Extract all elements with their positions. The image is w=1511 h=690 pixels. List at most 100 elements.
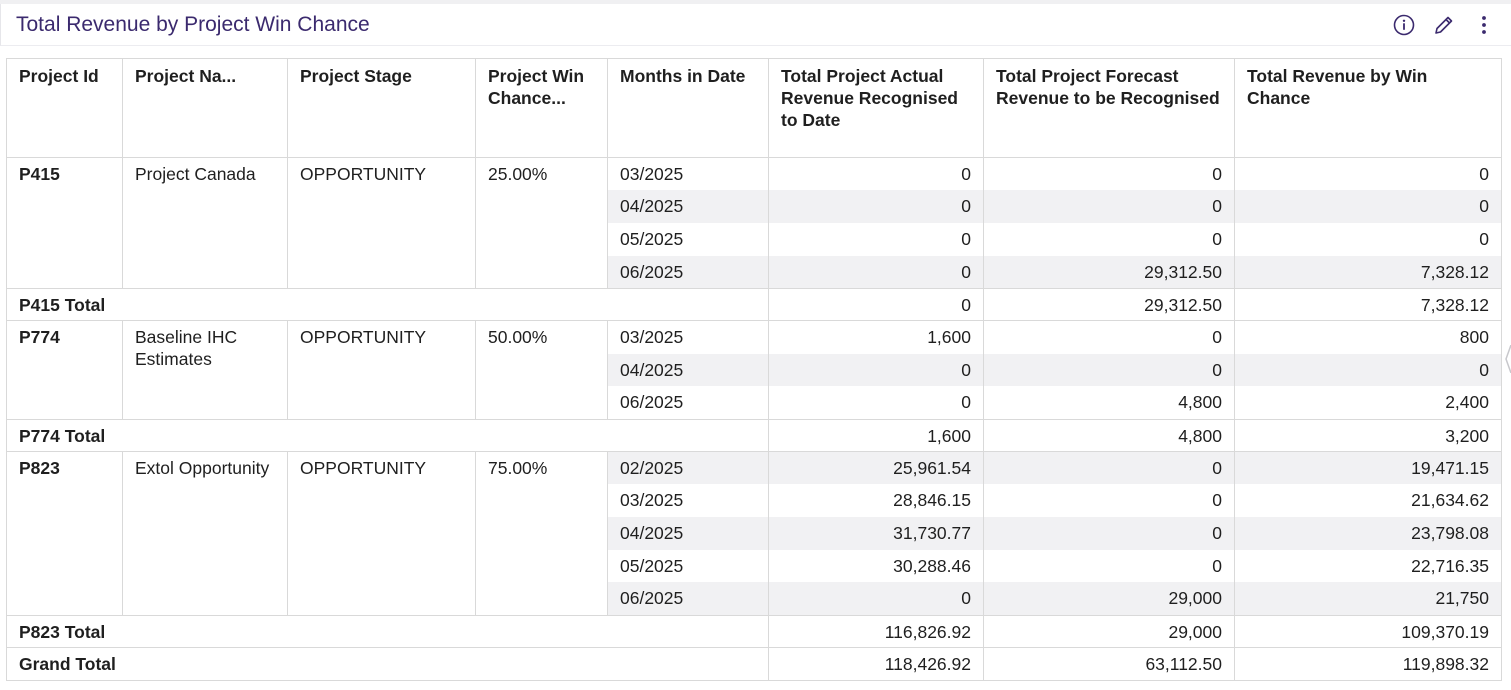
project-stage-cell: OPPORTUNITY: [287, 157, 476, 289]
edit-pencil-icon[interactable]: [1431, 12, 1457, 38]
col-header-project-stage[interactable]: Project Stage: [287, 58, 476, 158]
table-row: P415 Project Canada OPPORTUNITY 25.00% 0…: [6, 157, 1502, 289]
forecast-cell: 0: [983, 222, 1235, 256]
project-stage-cell: OPPORTUNITY: [287, 320, 476, 420]
header-row: Project Id Project Na... Project Stage P…: [6, 58, 1502, 158]
table-row: 04/2025 0 0 0: [7, 190, 1502, 223]
win-revenue-cell: 21,634.62: [1234, 484, 1502, 518]
month-cell: 05/2025: [607, 549, 769, 583]
month-cell: 05/2025: [607, 222, 769, 256]
subtotal-actual: 0: [768, 287, 984, 322]
subtotal-actual: 116,826.92: [768, 614, 984, 649]
subtotal-actual: 1,600: [768, 418, 984, 453]
win-revenue-cell: 23,798.08: [1234, 517, 1502, 550]
month-cell: 03/2025: [607, 157, 769, 191]
actual-cell: 0: [768, 386, 984, 419]
subtotal-forecast: 29,312.50: [983, 287, 1235, 322]
project-id-cell: P774: [6, 320, 123, 420]
subtotal-label: P415 Total: [6, 287, 769, 322]
win-revenue-cell: 2,400: [1234, 386, 1502, 419]
actual-cell: 31,730.77: [768, 517, 984, 550]
project-stage-cell: OPPORTUNITY: [287, 451, 476, 616]
col-header-project-name[interactable]: Project Na...: [122, 58, 288, 158]
forecast-cell: 0: [983, 353, 1235, 387]
table-row: 06/2025 0 29,000 21,750: [7, 582, 1502, 616]
grand-total-win-revenue: 119,898.32: [1234, 647, 1502, 681]
win-chance-cell: 75.00%: [475, 451, 608, 616]
forecast-cell: 0: [983, 549, 1235, 583]
win-revenue-cell: 0: [1234, 353, 1502, 387]
top-border: [0, 0, 1511, 4]
col-header-months[interactable]: Months in Date: [607, 58, 769, 158]
win-revenue-cell: 21,750: [1234, 582, 1502, 616]
actual-cell: 30,288.46: [768, 549, 984, 583]
subtotal-label: P823 Total: [6, 614, 769, 649]
table-row: P774 Baseline IHC Estimates OPPORTUNITY …: [6, 320, 1502, 420]
actual-cell: 28,846.15: [768, 484, 984, 518]
win-revenue-cell: 22,716.35: [1234, 549, 1502, 583]
subtotal-row: P415 Total 0 29,312.50 7,328.12: [6, 287, 1502, 322]
col-header-win-revenue[interactable]: Total Revenue by Win Chance: [1234, 58, 1502, 158]
month-cell: 04/2025: [607, 353, 769, 387]
widget-header: Total Revenue by Project Win Chance: [0, 4, 1511, 46]
pivot-table: Project Id Project Na... Project Stage P…: [6, 58, 1502, 681]
col-header-forecast-revenue[interactable]: Total Project Forecast Revenue to be Rec…: [983, 58, 1235, 158]
actual-cell: 0: [768, 255, 984, 289]
header-actions: [1391, 12, 1497, 38]
project-id-cell: P415: [6, 157, 123, 289]
table-row: 05/2025 30,288.46 0 22,716.35: [7, 549, 1502, 583]
table-row: 05/2025 0 0 0: [7, 222, 1502, 256]
info-icon[interactable]: [1391, 12, 1417, 38]
col-header-actual-revenue[interactable]: Total Project Actual Revenue Recognised …: [768, 58, 984, 158]
grand-total-forecast: 63,112.50: [983, 647, 1235, 681]
month-cell: 06/2025: [607, 386, 769, 419]
actual-cell: 0: [768, 582, 984, 616]
win-revenue-cell: 0: [1234, 157, 1502, 191]
month-cell: 06/2025: [607, 582, 769, 616]
forecast-cell: 0: [983, 484, 1235, 518]
win-revenue-cell: 7,328.12: [1234, 255, 1502, 289]
win-revenue-cell: 0: [1234, 190, 1502, 223]
win-chance-cell: 50.00%: [475, 320, 608, 420]
subtotal-win-revenue: 109,370.19: [1234, 614, 1502, 649]
grand-total-actual: 118,426.92: [768, 647, 984, 681]
month-cell: 03/2025: [607, 320, 769, 354]
project-name-cell: Extol Opportunity: [122, 451, 288, 616]
grand-total-label: Grand Total: [6, 647, 769, 681]
month-cell: 03/2025: [607, 484, 769, 518]
subtotal-label: P774 Total: [6, 418, 769, 453]
actual-cell: 25,961.54: [768, 451, 984, 485]
month-cell: 04/2025: [607, 190, 769, 223]
project-name-cell: Baseline IHC Estimates: [122, 320, 288, 420]
forecast-cell: 4,800: [983, 386, 1235, 419]
col-header-win-chance[interactable]: Project Win Chance...: [475, 58, 608, 158]
month-cell: 04/2025: [607, 517, 769, 550]
forecast-cell: 0: [983, 451, 1235, 485]
actual-cell: 0: [768, 222, 984, 256]
forecast-cell: 0: [983, 190, 1235, 223]
project-id-cell: P823: [6, 451, 123, 616]
subtotal-forecast: 4,800: [983, 418, 1235, 453]
month-cell: 06/2025: [607, 255, 769, 289]
win-revenue-cell: 19,471.15: [1234, 451, 1502, 485]
table-row: 04/2025 0 0 0: [7, 353, 1502, 387]
win-revenue-cell: 0: [1234, 222, 1502, 256]
scroll-handle-icon[interactable]: [1505, 345, 1511, 373]
more-vertical-icon[interactable]: [1471, 12, 1497, 38]
actual-cell: 0: [768, 190, 984, 223]
table-row: 03/2025 28,846.15 0 21,634.62: [7, 484, 1502, 518]
col-header-project-id[interactable]: Project Id: [6, 58, 123, 158]
forecast-cell: 0: [983, 157, 1235, 191]
subtotal-row: P823 Total 116,826.92 29,000 109,370.19: [6, 614, 1502, 649]
table-row: 04/2025 31,730.77 0 23,798.08: [7, 517, 1502, 550]
forecast-cell: 0: [983, 320, 1235, 354]
actual-cell: 0: [768, 353, 984, 387]
actual-cell: 1,600: [768, 320, 984, 354]
actual-cell: 0: [768, 157, 984, 191]
month-cell: 02/2025: [607, 451, 769, 485]
grand-total-row: Grand Total 118,426.92 63,112.50 119,898…: [6, 647, 1502, 681]
subtotal-row: P774 Total 1,600 4,800 3,200: [6, 418, 1502, 453]
table-row: 06/2025 0 4,800 2,400: [7, 386, 1502, 419]
subtotal-win-revenue: 7,328.12: [1234, 287, 1502, 322]
table-row: P823 Extol Opportunity OPPORTUNITY 75.00…: [6, 451, 1502, 616]
